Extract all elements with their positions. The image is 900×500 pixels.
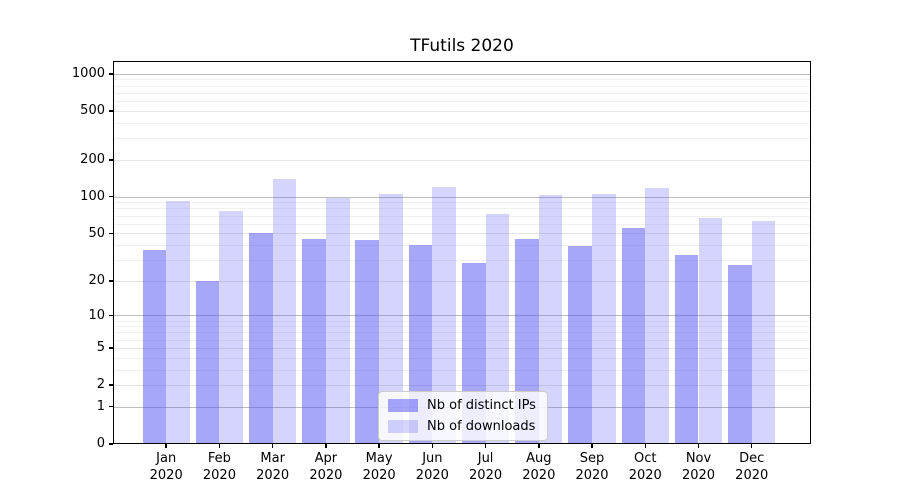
ytick-mark-50	[108, 232, 113, 234]
ytick-mark-1	[108, 405, 113, 408]
gridline-90	[113, 202, 811, 204]
xtick-label-jul: Jul 2020	[469, 451, 503, 483]
gridline-600	[113, 101, 811, 103]
xtick-mark-dec	[750, 444, 753, 448]
bar-ips-oct	[621, 228, 646, 444]
xtick-label-jan: Jan 2020	[149, 451, 183, 483]
ytick-label-1: 1	[96, 399, 105, 415]
xtick-mark-nov	[697, 444, 700, 448]
xtick-label-dec: Dec 2020	[735, 451, 769, 483]
xtick-mark-aug	[538, 444, 540, 448]
bar-ips-nov	[674, 254, 699, 444]
gridline-400	[113, 122, 811, 124]
ytick-mark-0	[108, 443, 113, 445]
xtick-label-nov: Nov 2020	[681, 451, 716, 483]
ytick-mark-20	[108, 280, 113, 282]
gridline-30	[113, 259, 811, 261]
ytick-mark-500	[108, 110, 113, 112]
xtick-label-mar: Mar 2020	[256, 451, 290, 483]
bar-ips-dec	[728, 265, 752, 444]
xtick-label-sep: Sep 2020	[575, 451, 609, 483]
ytick-label-1000: 1000	[71, 66, 105, 82]
xtick-mark-mar	[271, 444, 274, 448]
bar-downloads-jan	[166, 201, 190, 444]
gridline-70	[113, 215, 811, 217]
xtick-label-aug: Aug 2020	[522, 451, 556, 483]
legend-swatch-downloads	[388, 420, 418, 433]
bar-ips-feb	[195, 280, 220, 444]
gridline-60	[113, 223, 811, 225]
gridline-1000	[113, 73, 811, 75]
xtick-mark-apr	[325, 444, 327, 448]
xtick-mark-jan	[165, 444, 167, 448]
ytick-mark-1000	[108, 73, 113, 75]
xtick-mark-oct	[644, 444, 647, 448]
gridline-900	[113, 79, 811, 81]
xtick-mark-may	[378, 444, 380, 448]
gridline-100	[113, 196, 811, 198]
xtick-label-jun: Jun 2020	[415, 451, 449, 483]
gridline-700	[113, 92, 811, 94]
chart-title: TFutils 2020	[410, 36, 514, 56]
bar-downloads-oct	[645, 187, 669, 444]
legend-label-downloads: Nb of downloads	[427, 419, 536, 434]
xtick-mark-sep	[591, 444, 593, 448]
ytick-label-500: 500	[80, 103, 105, 119]
ytick-label-0: 0	[96, 436, 105, 452]
bar-downloads-apr	[325, 198, 350, 444]
xtick-mark-feb	[218, 444, 221, 448]
xtick-mark-jul	[484, 444, 487, 448]
xtick-label-oct: Oct 2020	[628, 451, 662, 483]
ytick-label-2: 2	[96, 377, 105, 393]
xtick-label-feb: Feb 2020	[202, 451, 236, 483]
ytick-mark-200	[108, 159, 113, 161]
ytick-label-10: 10	[88, 307, 105, 323]
ytick-mark-100	[108, 195, 113, 198]
ytick-label-200: 200	[80, 152, 105, 168]
bar-downloads-nov	[698, 217, 723, 444]
ytick-mark-10	[108, 314, 113, 317]
bar-ips-mar	[248, 233, 273, 444]
bar-downloads-sep	[592, 194, 616, 444]
xtick-mark-jun	[431, 444, 434, 448]
bar-downloads-feb	[219, 211, 244, 444]
gridline-500	[113, 110, 811, 112]
ytick-mark-2	[108, 384, 113, 386]
legend-item-downloads: Nb of downloads	[388, 419, 536, 434]
legend-label-distinct-ips: Nb of distinct IPs	[427, 398, 536, 413]
plot-area	[113, 61, 811, 444]
ytick-label-50: 50	[88, 225, 105, 241]
ytick-label-5: 5	[96, 340, 105, 356]
ytick-mark-5	[108, 347, 113, 349]
bar-downloads-may	[379, 193, 403, 444]
bar-downloads-jul	[485, 214, 510, 444]
ytick-label-100: 100	[80, 189, 105, 205]
bar-downloads-aug	[538, 195, 563, 444]
bar-ips-sep	[568, 246, 593, 444]
legend-swatch-distinct-ips	[388, 399, 418, 412]
bar-downloads-mar	[272, 178, 297, 444]
bar-downloads-dec	[751, 221, 776, 444]
gridline-800	[113, 85, 811, 87]
gridline-40	[113, 244, 811, 246]
ytick-label-20: 20	[88, 273, 105, 289]
gridline-200	[113, 159, 811, 161]
gridline-80	[113, 208, 811, 210]
bar-ips-jan	[142, 250, 167, 444]
bar-ips-may	[355, 239, 380, 444]
legend-item-distinct-ips: Nb of distinct IPs	[388, 398, 536, 413]
bar-downloads-jun	[432, 187, 457, 444]
legend: Nb of distinct IPs Nb of downloads	[378, 391, 548, 441]
xtick-label-may: May 2020	[362, 451, 396, 483]
gridline-50	[113, 233, 811, 235]
xtick-label-apr: Apr 2020	[309, 451, 343, 483]
gridline-300	[113, 138, 811, 140]
bar-ips-apr	[302, 238, 326, 444]
